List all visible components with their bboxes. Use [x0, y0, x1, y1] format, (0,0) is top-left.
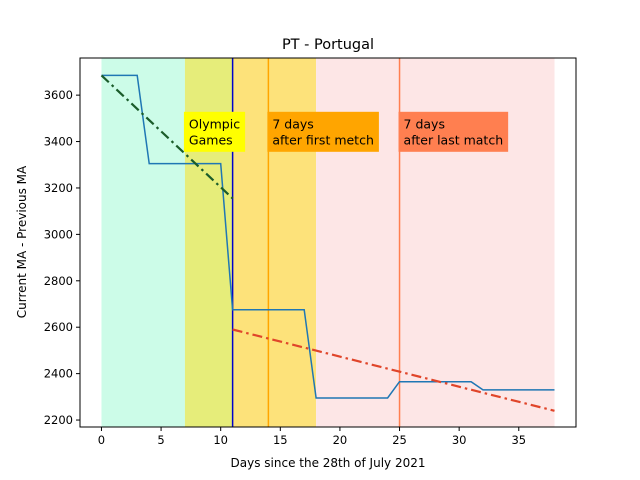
data-line: [101, 74, 555, 399]
trend-line-1: [100, 74, 234, 200]
y-tick-label: 2200: [44, 413, 73, 427]
x-tick-label: 25: [392, 433, 407, 447]
annotation-box-0: [183, 111, 246, 152]
x-tick-label: 10: [213, 433, 228, 447]
x-axis-label: Days since the 28th of July 2021: [231, 456, 426, 470]
trend-line-2: [232, 328, 555, 412]
y-tick-label: 3200: [44, 181, 73, 195]
y-tick-label: 2800: [44, 274, 73, 288]
x-tick-label: 20: [333, 433, 348, 447]
x-axis-ticks: 0 5 10 15 20 25 30 35: [98, 427, 526, 447]
y-tick-label: 3400: [44, 135, 73, 149]
annotation-text-2-0: 7 days: [404, 116, 445, 131]
annotation-text-2-1: after last match: [404, 132, 504, 147]
x-tick-label: 35: [511, 433, 526, 447]
annotation-text-1-1: after first metch: [272, 132, 374, 147]
y-tick-label: 2400: [44, 367, 73, 381]
x-tick-label: 30: [452, 433, 467, 447]
y-axis-ticks: 2200 2400 2600 2800 3000 3200 3400 3600: [44, 88, 80, 427]
x-tick-label: 5: [157, 433, 164, 447]
y-axis-label: Current MA - Previous MA: [15, 165, 29, 318]
annotation-text-0-1: Games: [189, 132, 233, 147]
y-tick-label: 3000: [44, 227, 73, 241]
y-tick-label: 3600: [44, 88, 73, 102]
plot-frame: [79, 57, 577, 428]
x-tick-label: 15: [273, 433, 288, 447]
annotation-box-2: [398, 111, 509, 152]
y-tick-label: 2600: [44, 320, 73, 334]
x-tick-label: 0: [98, 433, 105, 447]
annotation-text-0-0: Olympic: [189, 116, 240, 131]
series-lines: [100, 74, 555, 412]
annotation-box-1: [267, 111, 379, 152]
annotation-text-1-0: 7 days: [272, 116, 313, 131]
chart-title: PT - Portugal: [282, 37, 374, 53]
